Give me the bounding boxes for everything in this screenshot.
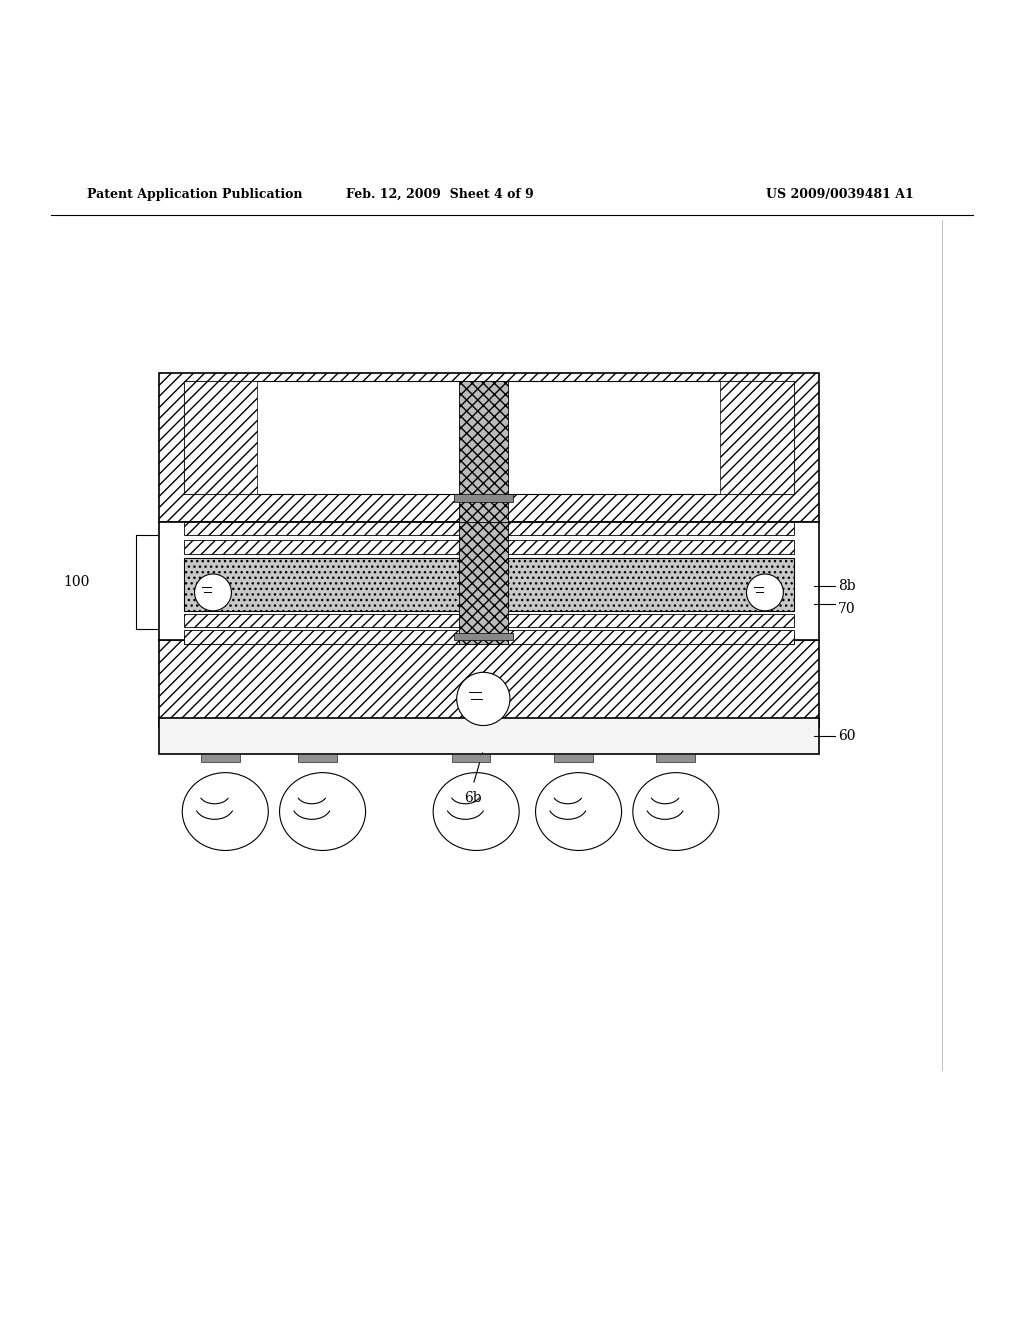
Text: 100: 100: [63, 576, 90, 589]
Bar: [554, 754, 593, 763]
Text: 6b: 6b: [464, 791, 482, 805]
Bar: [184, 557, 794, 611]
Text: 70: 70: [838, 602, 855, 616]
Text: 30: 30: [303, 417, 322, 432]
Bar: [184, 631, 794, 644]
Text: Feb. 12, 2009  Sheet 4 of 9: Feb. 12, 2009 Sheet 4 of 9: [346, 187, 535, 201]
Ellipse shape: [433, 772, 519, 850]
Bar: [184, 521, 794, 535]
Bar: [201, 754, 240, 763]
Bar: [298, 754, 337, 763]
Bar: [459, 521, 508, 644]
Text: 8b: 8b: [838, 579, 855, 593]
Circle shape: [195, 574, 231, 611]
Bar: [454, 634, 513, 639]
Text: US 2009/0039481 A1: US 2009/0039481 A1: [766, 187, 913, 201]
Bar: [184, 381, 257, 494]
Ellipse shape: [182, 772, 268, 850]
Bar: [459, 381, 508, 521]
Bar: [184, 636, 794, 644]
Ellipse shape: [536, 772, 622, 850]
Bar: [454, 494, 513, 503]
Bar: [459, 635, 508, 644]
Ellipse shape: [280, 772, 366, 850]
Bar: [159, 521, 819, 639]
Bar: [721, 381, 794, 494]
Ellipse shape: [633, 772, 719, 850]
Bar: [159, 718, 819, 754]
Text: Patent Application Publication: Patent Application Publication: [87, 187, 302, 201]
Text: FIG. 7: FIG. 7: [389, 399, 492, 430]
Bar: [656, 754, 695, 763]
Bar: [159, 374, 819, 521]
Bar: [184, 381, 794, 494]
Circle shape: [746, 574, 783, 611]
Text: 20: 20: [429, 417, 447, 432]
Bar: [184, 540, 794, 553]
Text: 50: 50: [537, 417, 555, 432]
Text: 60: 60: [838, 729, 855, 743]
Bar: [452, 754, 490, 763]
Bar: [184, 614, 794, 627]
Circle shape: [457, 672, 510, 726]
Bar: [159, 639, 819, 726]
